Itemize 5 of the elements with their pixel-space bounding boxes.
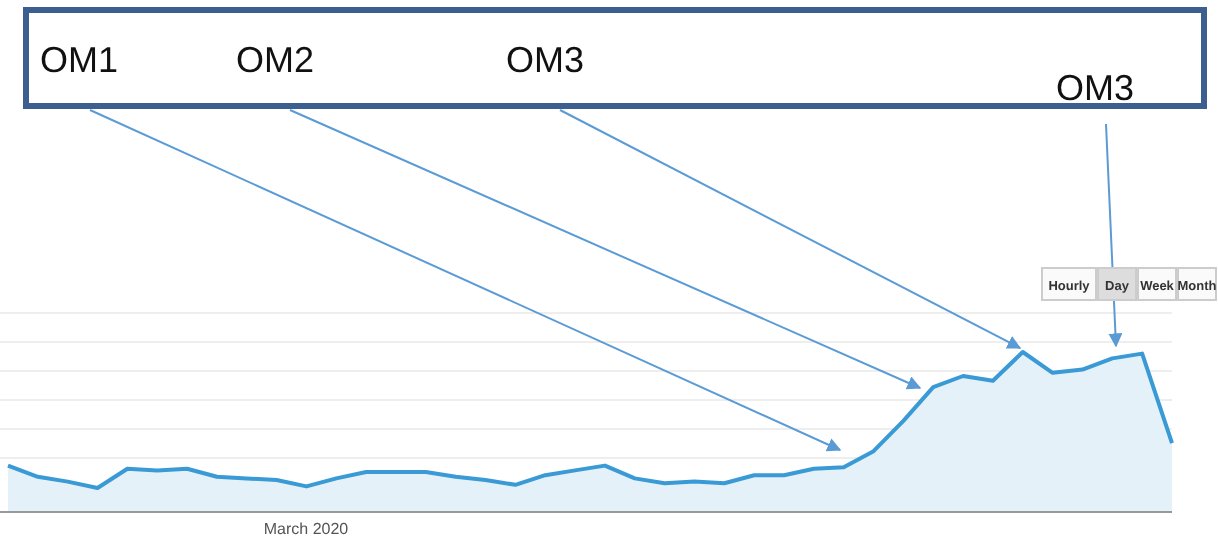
text: OM3: [1056, 68, 1135, 108]
text: OM1: [40, 40, 119, 80]
text: OM2: [236, 40, 315, 80]
text: OM3: [506, 40, 585, 80]
text: March 2020: [263, 520, 350, 538]
